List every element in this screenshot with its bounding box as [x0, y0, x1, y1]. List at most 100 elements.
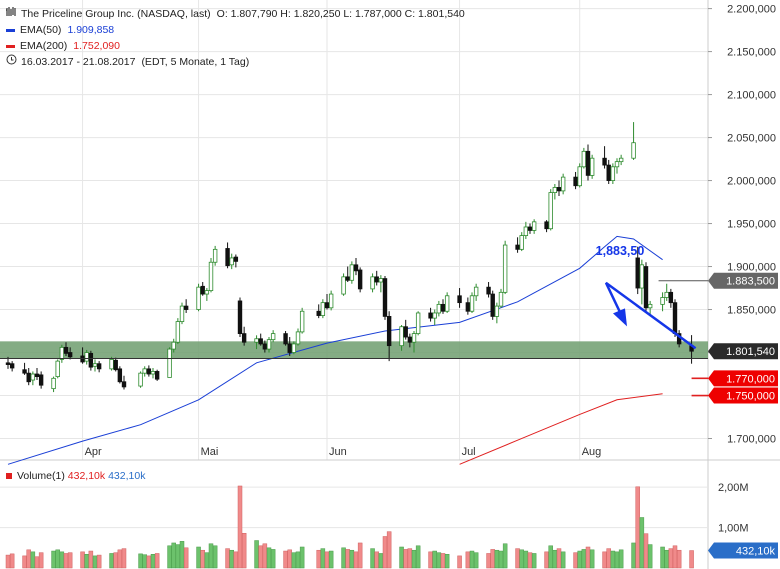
volume-bar: [84, 554, 89, 569]
volume-bar: [92, 555, 98, 569]
ema50-value: 1.909,858: [67, 24, 115, 36]
volume-bar: [200, 549, 205, 569]
volume-bar: [59, 551, 65, 569]
ema200-swatch: [6, 44, 15, 48]
volume-bar: [490, 549, 495, 569]
candle-body: [262, 343, 268, 350]
volume-bar: [324, 551, 330, 569]
volume-bar: [241, 532, 247, 569]
candle-body: [486, 286, 491, 295]
candle-body: [357, 269, 363, 290]
candle-body: [668, 291, 674, 304]
candle-body: [498, 291, 504, 307]
candle-body: [519, 235, 524, 250]
volume-bar: [523, 550, 529, 569]
volume-bar: [519, 549, 524, 569]
volume-bar: [602, 551, 607, 569]
volume-bar: [639, 517, 645, 569]
ema200-label: EMA(200): [20, 40, 68, 52]
volume-bar: [486, 553, 491, 569]
volume-bar: [548, 545, 553, 569]
candle-body: [229, 257, 234, 266]
candle-body: [316, 310, 321, 316]
candle-body: [618, 157, 624, 163]
volume-bar: [544, 551, 549, 569]
candle-body: [589, 157, 595, 176]
volume-tick-label: 1,00M: [718, 523, 749, 535]
volume-bar: [664, 549, 669, 569]
candle-body: [324, 302, 330, 309]
candle-body: [59, 346, 65, 360]
volume-bar: [552, 549, 558, 569]
candle-body: [411, 333, 417, 343]
candle-body: [167, 348, 172, 378]
volume-bar: [117, 549, 123, 569]
ema50-label: EMA(50): [20, 24, 62, 36]
volume-bar: [411, 549, 417, 569]
candle-body: [531, 221, 537, 231]
volume-bar: [63, 553, 69, 569]
volume-bar: [179, 541, 185, 569]
candle-body: [113, 359, 118, 371]
candle-body: [212, 248, 218, 263]
volume-bar: [573, 552, 578, 569]
volume-bar: [407, 548, 413, 569]
volume-bar: [283, 550, 288, 569]
candle-body: [660, 297, 665, 305]
volume-label: Volume(1): [17, 470, 65, 482]
arrow-head: [613, 308, 627, 327]
ema200-line: [459, 393, 663, 465]
ema50-line-group: [7, 235, 663, 465]
volume-bar: [502, 543, 508, 569]
volume-bar: [676, 549, 682, 569]
candle-body: [320, 302, 326, 316]
volume-bar: [229, 549, 234, 569]
volume-bar: [258, 545, 263, 569]
price-badge: 1.883,500: [708, 272, 778, 289]
volume-bar: [527, 552, 533, 569]
candle-body: [200, 285, 205, 295]
volume-bar: [614, 551, 620, 569]
candle-body: [415, 312, 421, 335]
volume-bars: [5, 485, 694, 569]
price-tick-label: 1.700,000: [727, 434, 776, 446]
candle-body: [196, 286, 201, 310]
volume-bar: [415, 545, 421, 569]
volume-bar: [473, 552, 479, 569]
candle-body: [577, 166, 582, 187]
candle-body: [9, 363, 15, 369]
candle-body: [407, 336, 413, 343]
candle-body: [241, 333, 247, 343]
candle-body: [208, 261, 214, 292]
volume-bar: [341, 547, 346, 569]
chart-legend: The Priceline Group Inc. (NASDAQ, last) O…: [6, 6, 465, 70]
candle-body: [150, 371, 156, 375]
candle-body: [38, 374, 44, 386]
candle-body: [96, 363, 102, 370]
candle-body: [22, 369, 27, 374]
price-tick-label: 2.050,000: [727, 133, 776, 145]
candle-body: [672, 302, 678, 335]
candle-body: [117, 368, 123, 383]
volume-bar: [370, 548, 375, 569]
volume-bar: [96, 554, 102, 569]
volume-bar: [5, 554, 11, 569]
price-badge-shape: [708, 343, 778, 360]
candle-body: [610, 166, 616, 181]
volume-swatch: [6, 473, 12, 480]
price-tick-label: 2.200,000: [727, 4, 776, 16]
volume-bar: [403, 549, 408, 569]
volume-bar: [270, 549, 276, 569]
candle-body: [34, 373, 40, 377]
volume-axis: 2,00M 1,00M 432,10k: [708, 482, 778, 559]
time-tick-label: Apr: [85, 446, 102, 458]
volume-bar: [295, 551, 301, 569]
candle-body: [55, 360, 60, 377]
time-tick-label: Aug: [582, 446, 602, 458]
volume-bar: [150, 554, 156, 569]
volume-bar: [382, 536, 388, 569]
candle-body: [26, 372, 31, 383]
volume-bar: [498, 550, 504, 569]
